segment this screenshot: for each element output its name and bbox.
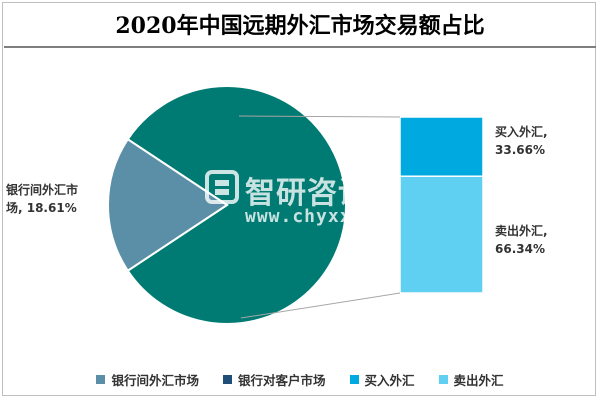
- interbank-label: 银行间外汇市 场, 18.61%: [6, 181, 78, 217]
- legend-item-interbank: 银行间外汇市场: [96, 370, 199, 389]
- legend-label-buy: 买入外汇: [364, 373, 415, 388]
- interbank-label-line2: 场, 18.61%: [6, 201, 77, 215]
- legend-swatch-buy: [349, 375, 359, 384]
- legend-swatch-sell: [438, 375, 448, 384]
- chart-title: 2020年中国远期外汇市场交易额占比: [115, 13, 485, 39]
- legend-label-interbank: 银行间外汇市场: [111, 373, 199, 388]
- pie-slice-interbank: [107, 137, 229, 273]
- pie-slice-client: [126, 85, 347, 325]
- title-divider: [4, 46, 596, 48]
- bar-segment-sell: [399, 175, 484, 294]
- interbank-label-line1: 银行间外汇市: [6, 183, 79, 197]
- buy-label-name: 买入外汇,: [495, 125, 548, 139]
- legend-label-sell: 卖出外汇: [453, 373, 504, 388]
- buy-label: 买入外汇, 33.66%: [495, 123, 548, 159]
- legend-item-buy: 买入外汇: [349, 370, 415, 389]
- legend-item-client: 银行对客户市场: [222, 370, 326, 389]
- legend-swatch-interbank: [96, 375, 106, 384]
- chart-frame: [2, 2, 596, 396]
- legend-label-client: 银行对客户市场: [237, 373, 326, 388]
- legend: 银行间外汇市场 银行对客户市场 买入外汇 卖出外汇: [0, 370, 600, 389]
- bar-segment-buy: [399, 116, 484, 177]
- sell-label-name: 卖出外汇,: [495, 224, 548, 238]
- sell-label: 卖出外汇, 66.34%: [495, 222, 548, 258]
- connector-line-top: [238, 115, 401, 118]
- sell-label-value: 66.34%: [495, 242, 545, 256]
- legend-swatch-client: [222, 375, 232, 384]
- buy-label-value: 33.66%: [495, 143, 545, 157]
- connector-line-bottom: [240, 292, 401, 319]
- legend-item-sell: 卖出外汇: [438, 370, 504, 389]
